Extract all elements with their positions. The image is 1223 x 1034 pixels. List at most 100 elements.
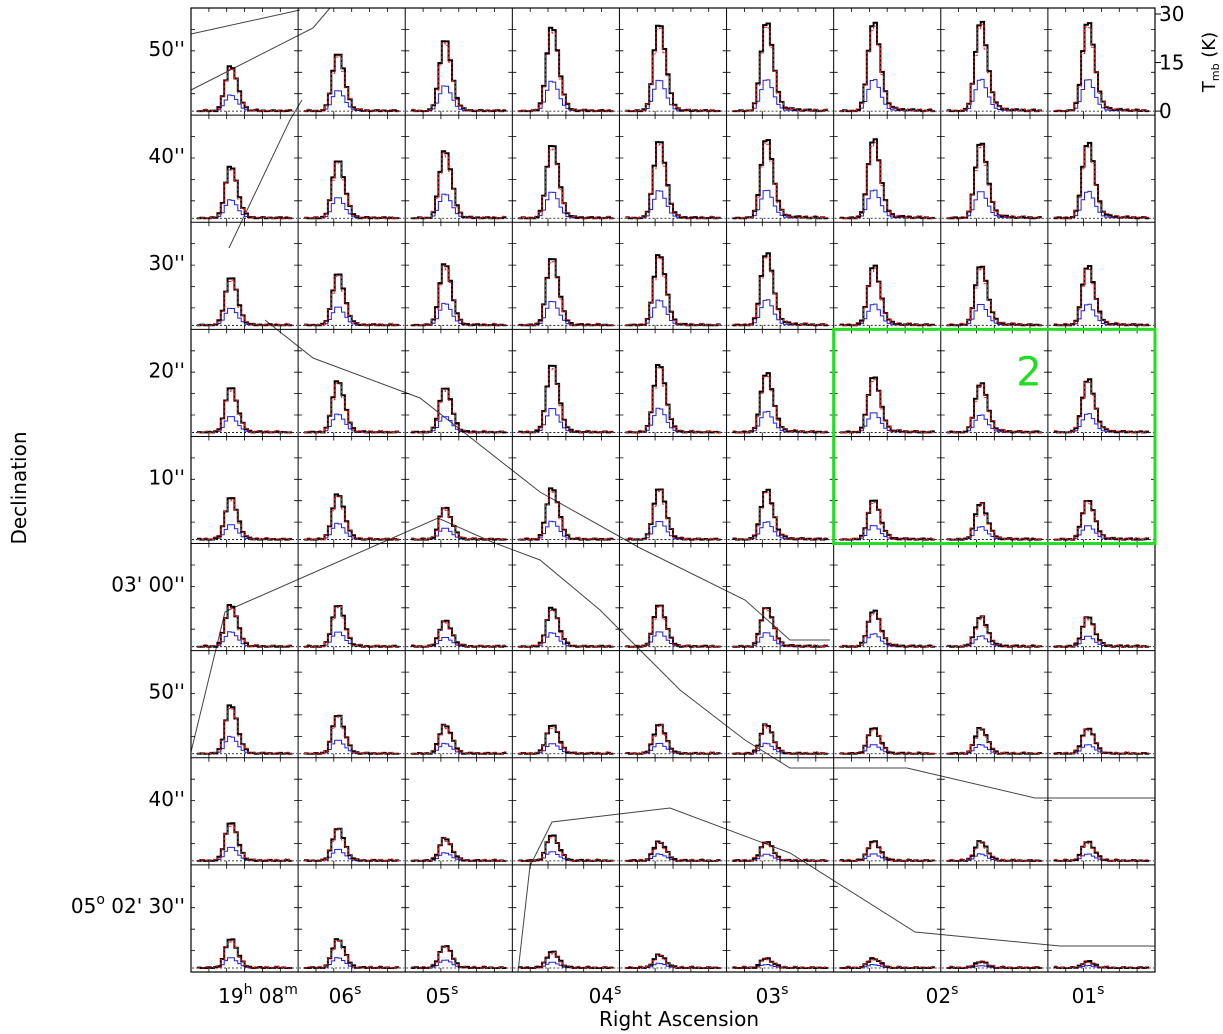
spectrum-panel-r3-c2 [406,387,512,434]
spectrum-panel-r2-c2 [406,263,512,327]
spectrum-panel-r7-c5 [727,841,833,862]
spectrum-panel-r3-c3 [513,364,619,434]
boundary-curve-0 [190,9,301,35]
spectrum-black [732,139,828,220]
spectrum-red [946,616,1042,648]
panel-ticks [1047,757,1155,865]
spectrum-panel-r3-c1 [299,380,405,434]
panel-ticks [512,864,620,972]
spectrum-red [839,501,935,541]
spectrum-black [946,840,1042,862]
panel-ticks [619,222,727,330]
spectrum-panel-r5-c0 [192,604,298,648]
panel-ticks [619,329,727,437]
spectrum-red [625,954,721,969]
spectrum-panel-r8-c4 [620,953,726,969]
panel-ticks [191,329,299,437]
panel-ticks [1047,543,1155,651]
spectrum-red [839,959,935,969]
spectrum-red [411,620,507,648]
spectrum-panel-r4-c8 [1048,500,1154,541]
spectrum-panel-r1-c0 [192,165,298,220]
spectrum-red [732,841,828,862]
panel-ticks [1047,864,1155,972]
panel-ticks [1047,8,1155,116]
panel-ticks [405,8,513,116]
spectrum-red [625,605,721,648]
panel-ticks [726,650,834,758]
spectrum-red [1053,382,1149,433]
spectrum-red [518,610,614,648]
spectrum-red [625,367,721,433]
spectrum-red [197,708,293,755]
spectrum-red [732,26,828,112]
spectrum-red [518,31,614,112]
panel-ticks [512,8,620,116]
panel-ticks [1047,115,1155,223]
spectrum-black [518,950,614,969]
spectrum-panel-r3-c8 [1048,378,1154,434]
spectrum-panel-r5-c1 [299,605,405,648]
panel-ticks [191,222,299,330]
spectrum-red [197,169,293,219]
spectrum-red [197,499,293,541]
y-tick-label-6: 50'' [149,680,185,704]
panel-ticks [1047,222,1155,330]
spectrum-panel-r4-c4 [620,488,726,541]
panel-ticks [512,436,620,544]
spectrum-red [518,368,614,433]
spectrum-red [518,148,614,219]
panel-ticks [726,436,834,544]
spectrum-panel-r8-c5 [727,957,833,969]
panel-ticks [726,864,834,972]
spectrum-red [197,824,293,862]
highlight-label: 2 [1016,349,1041,395]
spectrum-red [197,607,293,648]
spectrum-red [1053,841,1149,862]
spectrum-panel-r1-c4 [620,141,726,220]
spectrum-panel-r6-c4 [620,723,726,755]
spectrum-black [839,727,935,755]
panel-ticks [833,436,941,544]
y-tick-label-2: 30'' [149,251,185,275]
panel-ticks [405,329,513,437]
spectrum-panel-r2-c0 [192,277,298,327]
panel-ticks [833,329,941,437]
panel-ticks [833,8,941,116]
spectrum-red [625,27,721,112]
panel-ticks [405,757,513,865]
spectrum-red [625,257,721,326]
spectrum-black [518,834,614,862]
panel-ticks [940,864,1048,972]
panel-ticks [191,650,299,758]
spectrum-red [1053,501,1149,541]
panel-ticks [619,115,727,223]
panel-ticks [1047,329,1155,437]
spectrum-red [518,261,614,326]
spectrum-panel-r1-c7 [941,142,1047,220]
spectrum-red [304,162,400,219]
spectrum-red [304,715,400,755]
spectrum-red [946,383,1042,433]
spectrum-red [946,23,1042,112]
x-tick-label-6: 01s [1072,982,1105,1008]
spectrum-red [304,274,400,326]
panel-ticks [619,543,727,651]
spectrum-black [197,938,293,969]
panel-ticks [940,757,1048,865]
spectrum-red [197,940,293,969]
spectrum-panel-r6-c5 [727,723,833,755]
spectrum-red [946,145,1042,219]
x-tick-label-3: 04s [589,982,622,1008]
spectrum-red [946,960,1042,969]
spectrum-red [411,837,507,862]
panel-ticks [191,864,299,972]
spectrum-red [625,143,721,219]
spectrum-black [839,376,935,434]
spectrum-red [625,724,721,755]
spectrum-panel-r8-c8 [1048,960,1154,969]
spectrum-panel-r6-c7 [941,727,1047,755]
spectrum-red [625,489,721,541]
spectrum-panel-r6-c3 [513,724,619,755]
spectrum-panel-r1-c3 [513,145,619,220]
